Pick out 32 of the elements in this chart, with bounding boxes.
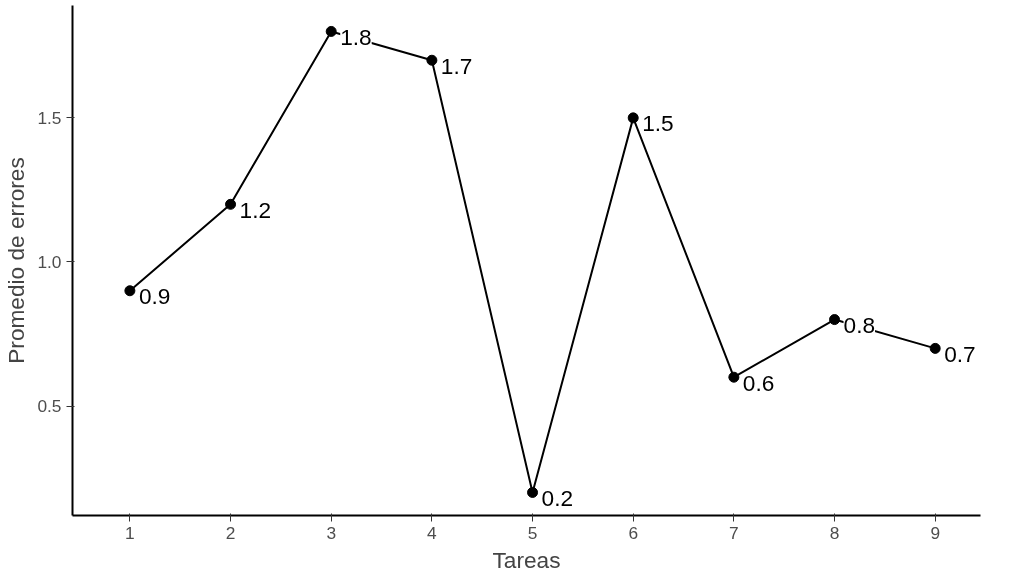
x-tick-label: 5	[527, 522, 538, 543]
x-tick-label: 4	[427, 522, 438, 543]
data-label: 0.8	[843, 312, 876, 339]
x-tick-label: 3	[326, 522, 337, 543]
data-label: 1.8	[340, 23, 372, 50]
x-tick-label: 8	[829, 522, 840, 543]
x-tick-label: 2	[225, 522, 236, 543]
x-tick-label: 1	[125, 522, 135, 543]
point	[426, 54, 438, 66]
point	[728, 371, 740, 383]
data-label: 0.2	[541, 484, 574, 511]
point	[929, 342, 941, 354]
y-tick-label: 1.5	[37, 107, 62, 128]
point	[325, 25, 337, 37]
data-label: 0.6	[742, 369, 775, 396]
data-label: 0.9	[138, 283, 171, 310]
x-tick-label: 6	[628, 522, 639, 543]
point	[124, 285, 136, 297]
data-label: 0.7	[944, 340, 976, 367]
x-axis-title: Tareas	[492, 546, 561, 573]
data-label: 1.2	[239, 196, 272, 223]
point	[627, 112, 639, 124]
x-tick-label: 9	[930, 522, 941, 543]
point	[527, 486, 539, 498]
y-tick-label: 1.0	[37, 251, 62, 272]
data-label: 1.7	[440, 52, 473, 79]
point	[225, 198, 237, 210]
data-label: 1.5	[642, 110, 674, 137]
point	[829, 314, 841, 326]
y-tick-label: 0.5	[37, 396, 62, 417]
x-tick-label: 7	[729, 522, 739, 543]
y-axis-title: Promedio de errores	[3, 157, 30, 364]
